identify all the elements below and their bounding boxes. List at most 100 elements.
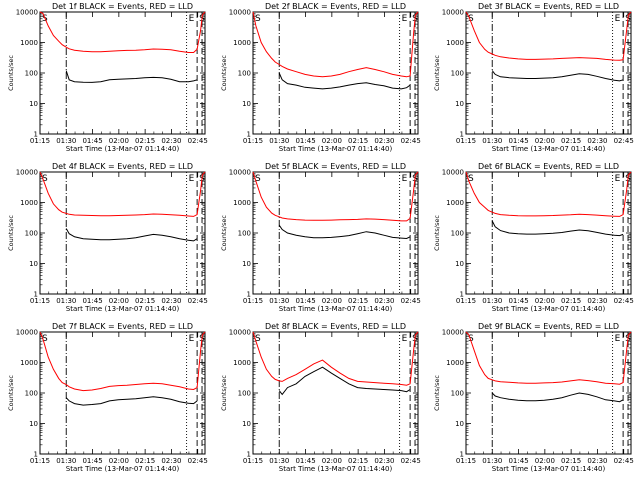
- end-marker: E: [615, 334, 621, 344]
- plot-frame: [39, 11, 206, 135]
- y-tick-label: 1: [247, 291, 251, 299]
- y-tick-label: 1000: [446, 199, 464, 207]
- y-tick-label: 10000: [229, 169, 251, 177]
- y-tick-label: 1: [34, 291, 38, 299]
- end-marker: E: [402, 334, 408, 344]
- chart-panel-9: Det 9f BLACK = Events, RED = LLD 1 10 100 10…: [433, 322, 634, 473]
- y-tick-label: 10000: [229, 9, 251, 17]
- x-tick-label: 02:15: [135, 297, 155, 305]
- series-line-lld: [39, 331, 206, 392]
- y-tick-label: 100: [238, 70, 251, 78]
- x-axis-label: Start Time (13-Mar-07 01:14:40): [492, 305, 606, 313]
- y-axis-label: Counts/sec: [433, 55, 441, 91]
- y-tick-label: 10000: [442, 169, 464, 177]
- series-line-events: [65, 228, 198, 242]
- end-marker: E: [402, 14, 408, 24]
- plot-frame: [39, 331, 206, 455]
- x-tick-label: 01:45: [82, 137, 102, 145]
- plot-frame: [252, 171, 419, 295]
- start-marker: S: [255, 14, 261, 24]
- plot-frame: [39, 171, 206, 295]
- y-tick-label: 10: [242, 260, 251, 268]
- x-axis-label: Start Time (13-Mar-07 01:14:40): [66, 145, 180, 153]
- x-tick-label: 01:30: [56, 457, 76, 465]
- x-tick-label: 02:15: [135, 457, 155, 465]
- y-tick-label: 10: [455, 100, 464, 108]
- x-tick-label: 02:00: [322, 297, 342, 305]
- y-tick-label: 1000: [233, 199, 251, 207]
- x-tick-label: 02:00: [535, 137, 555, 145]
- x-axis-label: Start Time (13-Mar-07 01:14:40): [279, 145, 393, 153]
- x-tick-label: 01:15: [30, 297, 50, 305]
- x-axis-label: Start Time (13-Mar-07 01:14:40): [492, 145, 606, 153]
- y-tick-label: 10000: [16, 169, 38, 177]
- x-tick-label: 01:45: [295, 297, 315, 305]
- x-tick-label: 02:45: [401, 297, 421, 305]
- y-tick-label: 10: [29, 420, 38, 428]
- x-tick-label: 02:15: [348, 297, 368, 305]
- x-tick-label: 01:45: [508, 457, 528, 465]
- y-tick-label: 10: [455, 260, 464, 268]
- chart-title: Det 6f BLACK = Events, RED = LLD: [478, 162, 619, 171]
- x-tick-label: 02:30: [161, 297, 181, 305]
- series-line-lld: [39, 171, 206, 217]
- y-tick-label: 10: [242, 420, 251, 428]
- x-tick-label: 02:00: [109, 457, 129, 465]
- y-tick-label: 100: [451, 390, 464, 398]
- y-axis-label: Counts/sec: [220, 215, 228, 251]
- y-tick-label: 1000: [20, 199, 38, 207]
- y-tick-label: 10000: [442, 329, 464, 337]
- x-tick-label: 02:00: [322, 457, 342, 465]
- y-tick-label: 100: [25, 230, 38, 238]
- series-line-events: [65, 70, 198, 83]
- x-tick-label: 02:45: [188, 297, 208, 305]
- end-marker: E: [189, 174, 195, 184]
- x-tick-label: 02:15: [135, 137, 155, 145]
- y-tick-label: 1: [247, 451, 251, 459]
- y-tick-label: 100: [25, 70, 38, 78]
- x-tick-label: 01:30: [482, 457, 502, 465]
- end-marker: E: [402, 174, 408, 184]
- x-tick-label: 01:30: [482, 137, 502, 145]
- y-tick-label: 10000: [16, 329, 38, 337]
- start-marker: S: [42, 334, 48, 344]
- y-tick-label: 100: [451, 230, 464, 238]
- chart-panel-8: Det 8f BLACK = Events, RED = LLD 1 10 100 10…: [220, 322, 421, 473]
- x-axis-label: Start Time (13-Mar-07 01:14:40): [279, 305, 393, 313]
- y-tick-label: 10000: [16, 9, 38, 17]
- chart-title: Det 2f BLACK = Events, RED = LLD: [265, 2, 406, 11]
- series-line-lld: [252, 11, 419, 78]
- x-tick-label: 02:15: [561, 457, 581, 465]
- series-line-lld: [465, 11, 632, 61]
- x-tick-label: 02:45: [401, 137, 421, 145]
- x-tick-label: 01:15: [456, 457, 476, 465]
- y-tick-label: 1000: [20, 359, 38, 367]
- end-marker: E: [615, 174, 621, 184]
- x-tick-label: 02:30: [161, 137, 181, 145]
- plot-frame: [252, 11, 419, 135]
- series-line-events: [278, 224, 411, 240]
- y-tick-label: 1000: [446, 39, 464, 47]
- y-tick-label: 10: [455, 420, 464, 428]
- y-tick-label: 10: [29, 260, 38, 268]
- chart-title: Det 8f BLACK = Events, RED = LLD: [265, 322, 406, 331]
- start-marker: S: [468, 174, 474, 184]
- x-tick-label: 02:15: [348, 457, 368, 465]
- series-line-lld: [465, 171, 632, 217]
- y-tick-label: 1: [460, 291, 464, 299]
- x-tick-label: 02:00: [322, 137, 342, 145]
- x-tick-label: 01:30: [56, 137, 76, 145]
- y-tick-label: 1: [34, 451, 38, 459]
- y-axis-label: Counts/sec: [7, 215, 15, 251]
- y-tick-label: 100: [25, 390, 38, 398]
- x-tick-label: 01:15: [456, 297, 476, 305]
- series-line-events: [278, 366, 411, 396]
- y-tick-label: 1000: [446, 359, 464, 367]
- x-tick-label: 01:45: [508, 137, 528, 145]
- x-tick-label: 02:15: [561, 297, 581, 305]
- y-tick-label: 100: [238, 230, 251, 238]
- y-tick-label: 1000: [233, 39, 251, 47]
- start-marker: S: [255, 334, 261, 344]
- plot-frame: [465, 331, 632, 455]
- y-axis-label: Counts/sec: [433, 215, 441, 251]
